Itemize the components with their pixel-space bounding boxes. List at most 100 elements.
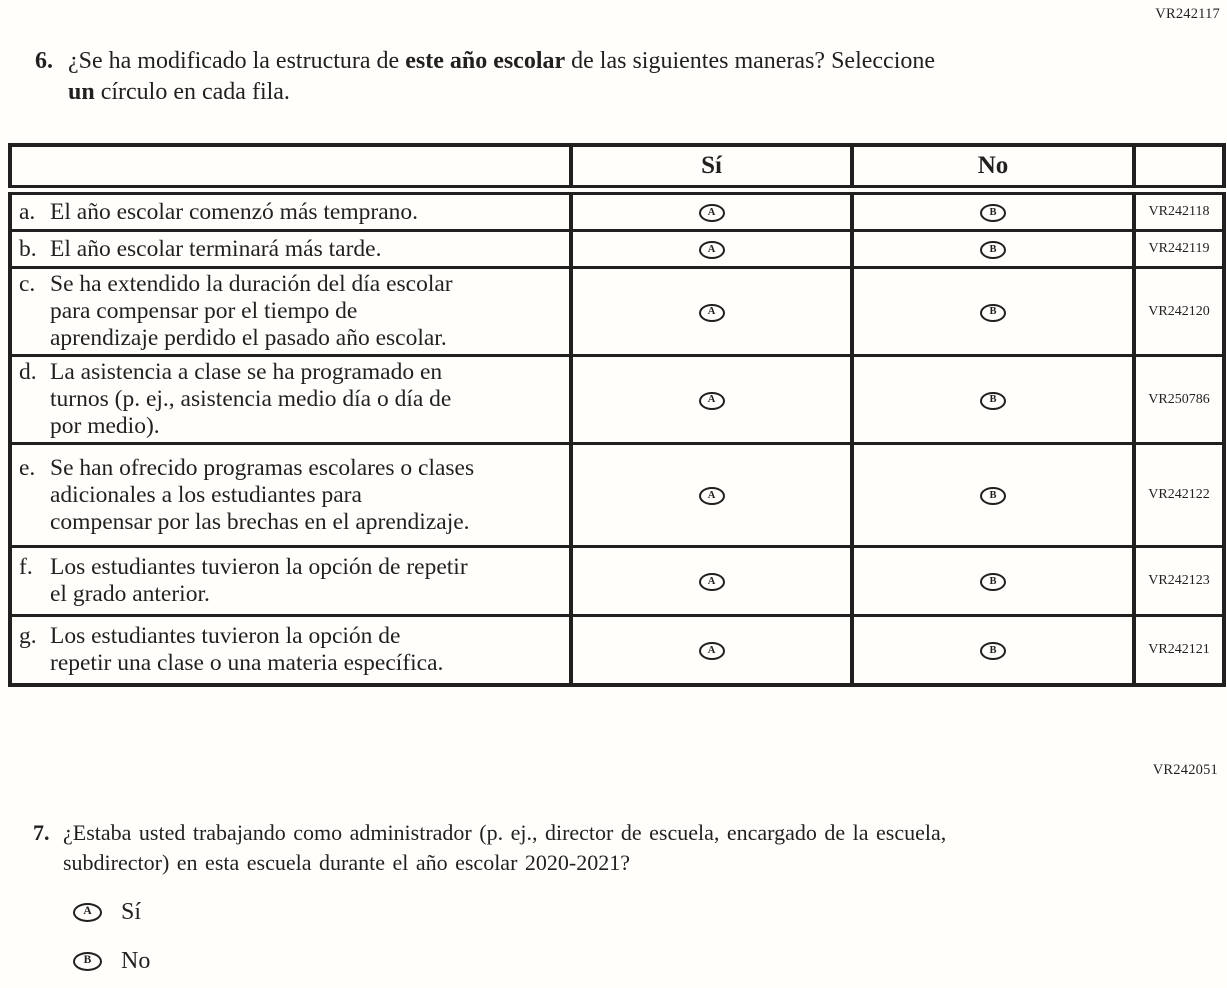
no-cell: B — [850, 229, 1136, 269]
statement-text: El año escolar terminará más tarde. — [50, 235, 382, 262]
statement-letter: c. — [19, 271, 36, 297]
form-code-q6: VR242117 — [1155, 6, 1220, 22]
table-row-c: c. Se ha extendido la duración del día es… — [8, 266, 1226, 357]
option-b-bubble[interactable]: B — [980, 487, 1006, 506]
yes-cell: A — [569, 442, 854, 548]
table-header-blank — [8, 143, 573, 195]
row-code: VR242121 — [1132, 614, 1226, 687]
question-7-text: ¿Estaba usted trabajando como administra… — [63, 818, 946, 988]
row-code: VR242119 — [1132, 229, 1226, 269]
statement-text: Los estudiantes tuvieron la opción de rep… — [50, 623, 444, 676]
yes-cell: A — [569, 229, 854, 269]
option-b-letter: B — [989, 243, 997, 255]
table-header-no: No — [850, 143, 1136, 195]
option-a-bubble[interactable]: A — [698, 642, 725, 661]
question-6-bold-segment: este año escolar — [405, 48, 566, 74]
no-cell: B — [850, 354, 1136, 445]
option-a-letter: A — [707, 644, 716, 656]
option-a-letter: A — [707, 489, 716, 501]
question-7-option-no: B No — [73, 948, 946, 974]
option-b-letter: B — [83, 954, 92, 967]
question-7: 7. ¿Estaba usted trabajando como adminis… — [33, 818, 946, 988]
option-a-bubble[interactable]: A — [698, 573, 725, 592]
question-6-text-segment: de las siguientes maneras? Seleccione — [565, 48, 936, 74]
option-b-bubble[interactable]: B — [980, 573, 1006, 592]
table-header-row: Sí No — [8, 143, 1226, 195]
form-code-q7: VR242051 — [1152, 762, 1218, 778]
question-6-bold-segment: un — [68, 79, 95, 105]
no-cell: B — [850, 545, 1136, 617]
option-b-bubble[interactable]: B — [980, 391, 1006, 410]
option-b-letter: B — [989, 489, 997, 501]
option-a-bubble[interactable]: A — [698, 303, 725, 322]
table-row-g: g. Los estudiantes tuvieron la opción de r… — [8, 614, 1226, 687]
statement-cell: d. La asistencia a clase se ha programado… — [8, 354, 573, 445]
question-7-line-1: ¿Estaba usted trabajando como administra… — [63, 820, 947, 845]
option-a-bubble[interactable]: A — [698, 391, 725, 410]
option-a-letter: A — [707, 243, 716, 255]
table-row-b: b. El año escolar terminará más tarde. A … — [8, 229, 1226, 269]
table-row-f: f. Los estudiantes tuvieron la opción de … — [8, 545, 1226, 617]
statement-letter: e. — [19, 454, 36, 481]
option-a-letter: A — [83, 905, 92, 918]
option-a-label: Sí — [121, 898, 142, 925]
statement-letter: f. — [19, 554, 33, 580]
statement-letter: b. — [19, 235, 37, 262]
option-a-bubble[interactable]: A — [698, 487, 725, 506]
statement-text: La asistencia a clase se ha programado e… — [50, 359, 452, 439]
option-b-label: No — [121, 947, 151, 974]
yes-cell: A — [569, 545, 854, 617]
option-b-bubble[interactable]: B — [73, 951, 102, 971]
option-b-letter: B — [989, 644, 997, 656]
option-a-bubble[interactable]: A — [73, 902, 102, 922]
option-b-bubble[interactable]: B — [980, 241, 1006, 260]
option-b-letter: B — [989, 306, 997, 318]
table-row-d: d. La asistencia a clase se ha programado… — [8, 354, 1226, 445]
option-a-letter: A — [707, 306, 716, 318]
question-6-text-segment: círculo en cada fila. — [94, 79, 290, 105]
table-header-code-blank — [1132, 143, 1226, 195]
row-code: VR242123 — [1132, 545, 1226, 617]
option-b-bubble[interactable]: B — [980, 642, 1006, 661]
option-b-letter: B — [989, 575, 997, 587]
modification-table: Sí No a. El año escolar comenzó más tempr… — [8, 143, 1226, 687]
row-code: VR242118 — [1132, 188, 1226, 232]
question-7-number: 7. — [33, 820, 50, 845]
no-cell: B — [850, 188, 1136, 232]
option-a-letter: A — [707, 394, 716, 406]
statement-text: Los estudiantes tuvieron la opción de re… — [50, 554, 468, 607]
option-a-letter: A — [707, 206, 716, 218]
option-a-bubble[interactable]: A — [698, 241, 725, 260]
statement-text: El año escolar comenzó más temprano. — [50, 198, 419, 225]
question-7-line-2: subdirector) en esta escuela durante el … — [63, 850, 630, 875]
option-a-letter: A — [707, 575, 716, 587]
statement-cell: g. Los estudiantes tuvieron la opción de r… — [8, 614, 573, 687]
table-row-e: e. Se han ofrecido programas escolares o … — [8, 442, 1226, 548]
question-6-text-segment: ¿Se ha modificado la estructura de — [68, 48, 406, 74]
yes-cell: A — [569, 188, 854, 232]
statement-cell: e. Se han ofrecido programas escolares o … — [8, 442, 573, 548]
row-code: VR242120 — [1132, 266, 1226, 357]
no-cell: B — [850, 614, 1136, 687]
statement-text: Se han ofrecido programas escolares o cl… — [50, 454, 475, 535]
question-6-number: 6. — [35, 48, 53, 74]
option-a-bubble[interactable]: A — [698, 204, 725, 223]
no-cell: B — [850, 266, 1136, 357]
statement-cell: b. El año escolar terminará más tarde. — [8, 229, 573, 269]
statement-text: Se ha extendido la duración del día esco… — [50, 271, 453, 351]
yes-cell: A — [569, 354, 854, 445]
option-b-bubble[interactable]: B — [980, 204, 1006, 223]
statement-letter: a. — [19, 198, 36, 225]
row-code: VR250786 — [1132, 354, 1226, 445]
statement-cell: c. Se ha extendido la duración del día es… — [8, 266, 573, 357]
question-6: 6. ¿Se ha modificado la estructura de es… — [35, 46, 935, 108]
row-code: VR242122 — [1132, 442, 1226, 548]
option-b-bubble[interactable]: B — [980, 303, 1006, 322]
statement-cell: a. El año escolar comenzó más temprano. — [8, 188, 573, 232]
no-cell: B — [850, 442, 1136, 548]
yes-cell: A — [569, 266, 854, 357]
statement-letter: g. — [19, 623, 37, 649]
question-7-options: A Sí B No — [63, 899, 946, 974]
table-row-a: a. El año escolar comenzó más temprano. A… — [8, 188, 1226, 232]
table-header-yes: Sí — [569, 143, 854, 195]
